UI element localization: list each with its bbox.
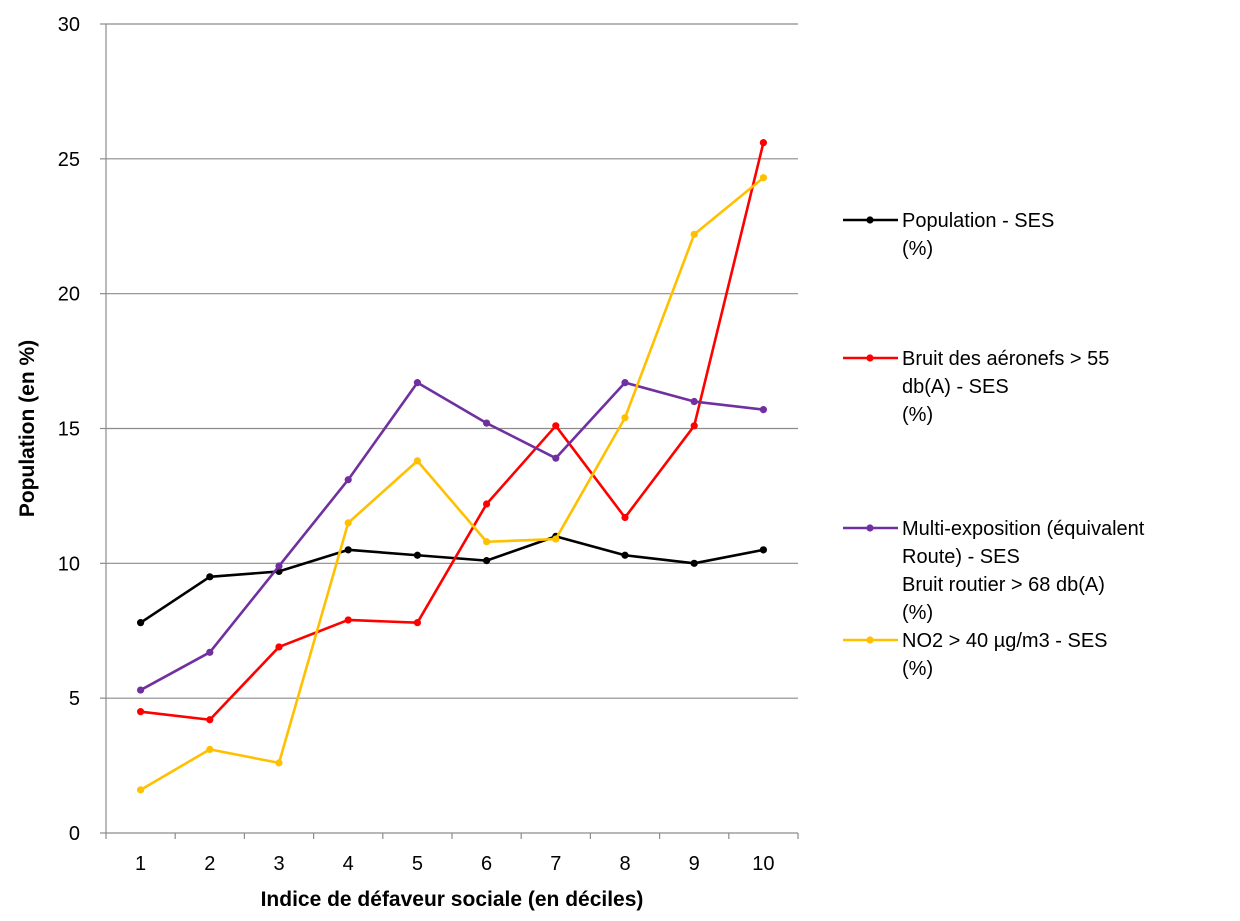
data-point xyxy=(413,379,421,387)
legend-marker xyxy=(866,636,874,644)
data-point xyxy=(413,457,421,465)
legend-marker xyxy=(866,216,874,224)
data-point xyxy=(759,406,768,414)
data-point xyxy=(552,422,560,430)
legend: Population - SES(%)Bruit des aéronefs > … xyxy=(843,210,1145,680)
y-tick-label: 5 xyxy=(69,688,80,710)
data-point xyxy=(275,562,283,570)
legend-label: (%) xyxy=(902,404,933,426)
data-point xyxy=(344,519,352,527)
x-tick-label: 8 xyxy=(619,853,630,875)
y-tick-label: 15 xyxy=(58,419,80,441)
gridlines xyxy=(100,23,799,839)
y-tick-label: 25 xyxy=(58,149,80,171)
data-point xyxy=(344,476,352,484)
data-point xyxy=(621,513,629,522)
data-point xyxy=(690,230,698,238)
data-point xyxy=(206,573,214,581)
series-2 xyxy=(137,139,768,724)
data-point xyxy=(413,551,421,559)
legend-label: NO2 > 40 µg/m3 - SES xyxy=(902,630,1108,652)
data-point xyxy=(552,454,560,462)
x-tick-label: 1 xyxy=(135,853,146,875)
x-tick-label: 6 xyxy=(481,853,492,875)
y-tick-label: 20 xyxy=(58,284,80,306)
x-axis-title: Indice de défaveur sociale (en déciles) xyxy=(261,888,644,911)
legend-label: db(A) - SES xyxy=(902,376,1009,398)
data-point xyxy=(206,716,214,724)
y-tick-label: 10 xyxy=(58,553,80,575)
data-point xyxy=(137,708,145,716)
data-point xyxy=(137,619,145,627)
series-3 xyxy=(137,379,768,694)
series-line xyxy=(139,176,765,791)
legend-label: Population - SES xyxy=(902,210,1054,232)
x-tick-label: 4 xyxy=(343,853,354,875)
data-point xyxy=(759,546,768,554)
series-line xyxy=(139,381,764,692)
y-tick-label: 30 xyxy=(58,14,80,36)
data-point xyxy=(621,551,629,559)
data-point xyxy=(483,538,491,546)
data-point xyxy=(759,139,768,147)
series-lines xyxy=(137,139,768,794)
legend-label: Route) - SES xyxy=(902,546,1020,568)
legend-marker xyxy=(866,524,874,532)
data-point xyxy=(690,422,698,430)
legend-label: (%) xyxy=(902,238,933,260)
legend-item: Population - SES (%) xyxy=(843,210,1054,260)
data-point xyxy=(621,414,629,422)
x-tick-label: 5 xyxy=(412,853,423,875)
x-axis-ticks: 1 2 3 4 5 6 7 8 9 10 xyxy=(135,853,774,875)
data-point xyxy=(137,686,145,694)
data-point xyxy=(344,616,352,624)
data-point xyxy=(621,379,629,387)
legend-item: NO2 > 40 µg/m3 - SES (%) xyxy=(843,630,1108,680)
series-1 xyxy=(137,532,768,627)
data-point xyxy=(206,648,214,656)
x-tick-label: 2 xyxy=(204,853,215,875)
legend-marker xyxy=(866,354,874,362)
legend-label: Bruit des aéronefs > 55 xyxy=(902,348,1109,370)
legend-item: Multi-exposition (équivalent Route) - SES… xyxy=(843,518,1145,624)
series-line xyxy=(139,535,764,624)
data-point xyxy=(275,643,283,651)
data-point xyxy=(137,786,145,794)
y-axis-title: Population (en %) xyxy=(16,340,39,517)
x-tick-label: 9 xyxy=(689,853,700,875)
y-tick-label: 0 xyxy=(69,823,80,845)
data-point xyxy=(759,174,768,182)
data-point xyxy=(206,745,214,754)
data-point xyxy=(690,397,698,406)
legend-label: Multi-exposition (équivalent xyxy=(902,518,1145,540)
data-point xyxy=(690,559,698,567)
data-point xyxy=(483,557,491,565)
x-tick-label: 10 xyxy=(752,853,774,875)
series-line xyxy=(140,142,765,722)
data-point xyxy=(413,619,421,627)
legend-label: (%) xyxy=(902,602,933,624)
legend-label: Bruit routier > 68 db(A) xyxy=(902,574,1105,596)
legend-label: (%) xyxy=(902,658,933,680)
x-tick-label: 7 xyxy=(550,853,561,875)
data-point xyxy=(552,535,560,543)
data-point xyxy=(275,759,283,767)
x-tick-label: 3 xyxy=(273,853,284,875)
legend-item: Bruit des aéronefs > 55 db(A) - SES (%) xyxy=(843,348,1109,426)
data-point xyxy=(483,500,491,508)
series-4 xyxy=(137,174,768,794)
y-axis-ticks: 0 5 10 15 20 25 30 xyxy=(58,14,80,845)
data-point xyxy=(344,546,352,554)
data-point xyxy=(483,419,491,427)
